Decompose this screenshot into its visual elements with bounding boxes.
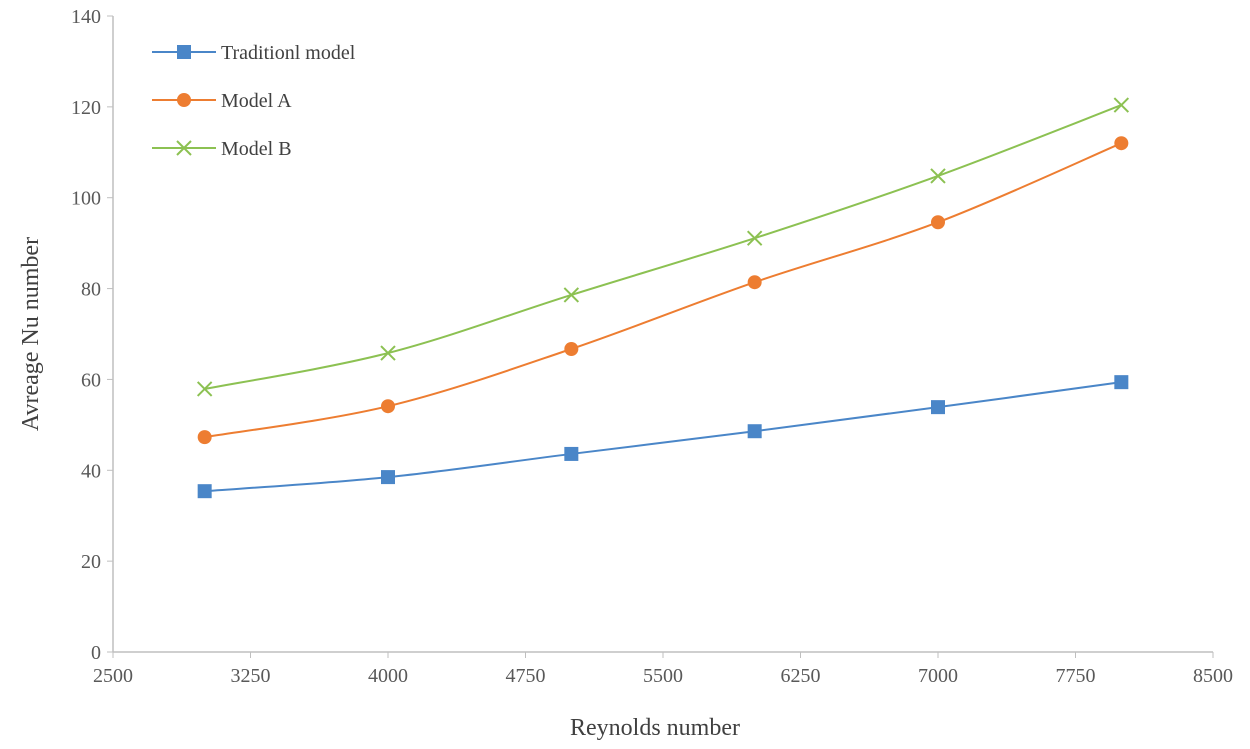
data-point (1113, 97, 1130, 113)
data-point (747, 275, 762, 290)
x-tick-label: 4000 (368, 665, 408, 687)
data-point (197, 484, 212, 499)
legend-marker (176, 140, 192, 156)
x-tick-label: 7750 (1056, 665, 1096, 687)
y-tick-label: 80 (81, 279, 101, 301)
legend-label: Traditionl model (221, 42, 356, 64)
series-line (204, 381, 1122, 493)
x-tick-label: 5500 (643, 665, 683, 687)
y-tick-label: 20 (81, 551, 101, 573)
data-point (931, 400, 945, 415)
data-point (381, 399, 395, 414)
data-point (747, 424, 762, 439)
data-point (380, 345, 396, 361)
x-tick-label: 2500 (93, 665, 133, 687)
legend-label: Model B (221, 138, 292, 160)
y-tick-label: 60 (81, 369, 101, 391)
data-point (746, 230, 763, 246)
legend-marker (177, 93, 191, 107)
y-tick-label: 120 (71, 97, 101, 119)
data-point (931, 215, 945, 230)
data-point (196, 381, 213, 397)
data-point (564, 341, 579, 356)
y-tick-label: 0 (91, 642, 101, 664)
legend-marker (177, 45, 191, 59)
series-line (204, 104, 1122, 390)
x-tick-label: 7000 (918, 665, 958, 687)
legend-label: Model A (221, 90, 292, 112)
x-axis-title: Reynolds number (570, 715, 740, 741)
x-tick-label: 8500 (1193, 665, 1233, 687)
x-tick-label: 6250 (781, 665, 821, 687)
y-axis-title: Avreage Nu number (18, 237, 44, 431)
x-tick-label: 3250 (231, 665, 271, 687)
data-point (930, 168, 946, 184)
data-point (197, 430, 212, 445)
data-point (381, 470, 395, 485)
data-point (1114, 136, 1129, 151)
data-point (1114, 375, 1129, 390)
x-tick-label: 4750 (506, 665, 546, 687)
y-tick-label: 140 (71, 6, 101, 28)
y-tick-label: 100 (71, 188, 101, 210)
series-line (204, 142, 1122, 439)
y-tick-label: 40 (81, 460, 101, 482)
data-point (564, 446, 579, 461)
data-point (563, 287, 580, 303)
